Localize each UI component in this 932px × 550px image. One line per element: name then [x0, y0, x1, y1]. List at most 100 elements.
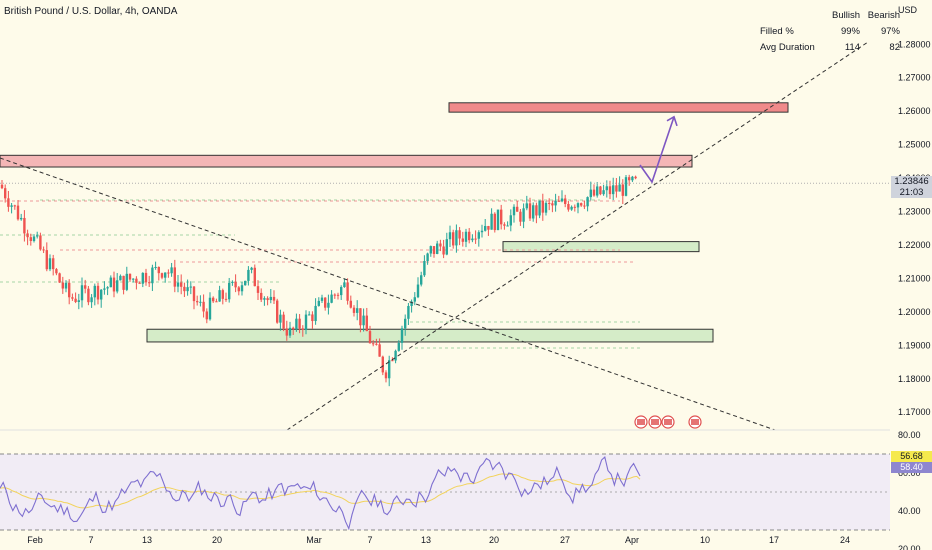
- stats-bearish-header: Bearish: [867, 10, 900, 21]
- candle-body: [589, 189, 592, 198]
- candle: [80, 277, 84, 308]
- candle-body: [551, 203, 554, 206]
- candle-body: [484, 226, 487, 231]
- candle-body: [618, 184, 621, 192]
- candle: [164, 272, 167, 283]
- candle: [215, 298, 218, 303]
- candle-body: [500, 209, 503, 225]
- candle: [634, 175, 637, 180]
- candle: [192, 285, 196, 310]
- candle-body: [506, 225, 509, 227]
- candle: [445, 232, 448, 256]
- candle: [36, 231, 39, 239]
- candle: [237, 285, 240, 296]
- candle-body: [426, 253, 429, 262]
- candle: [509, 209, 512, 232]
- candle: [384, 370, 388, 383]
- candle: [199, 295, 202, 307]
- candle-body: [68, 282, 71, 298]
- candle-body: [471, 238, 474, 241]
- candle: [615, 177, 618, 198]
- y-tick-label: 1.22000: [898, 240, 931, 250]
- candle-body: [36, 235, 39, 237]
- candle: [468, 228, 471, 244]
- candle-body: [263, 298, 266, 300]
- candle: [304, 310, 308, 335]
- candle-body: [349, 300, 352, 308]
- candle-body: [416, 284, 420, 298]
- candle-body: [13, 205, 16, 207]
- candle: [554, 193, 557, 212]
- stats-row-duration: Avg Duration 114 82: [760, 40, 900, 56]
- candle: [48, 254, 52, 272]
- candle-body: [445, 239, 448, 255]
- candle-body: [442, 246, 445, 255]
- candle-body: [343, 282, 346, 288]
- y-tick-label: 1.20000: [898, 307, 931, 317]
- candle: [20, 213, 23, 221]
- candle-body: [26, 233, 29, 238]
- candle: [602, 184, 605, 196]
- candle-body: [157, 266, 160, 274]
- candle: [324, 297, 327, 311]
- candle-body: [365, 315, 368, 332]
- y-tick-label: 1.19000: [898, 340, 931, 350]
- candle: [212, 296, 215, 303]
- candle: [260, 288, 263, 303]
- candle-body: [320, 297, 324, 301]
- bar-countdown: 21:03: [899, 187, 924, 198]
- candle: [506, 221, 509, 227]
- x-tick-label: Apr: [625, 535, 639, 545]
- candle-body: [317, 300, 320, 306]
- candle-body: [541, 200, 544, 213]
- candle-body: [362, 315, 365, 326]
- candle: [170, 262, 173, 277]
- candle: [298, 314, 301, 334]
- candle-body: [196, 301, 199, 303]
- candle: [176, 274, 180, 293]
- rsi-ma-line: [0, 473, 641, 509]
- x-tick-label: 13: [421, 535, 431, 545]
- candle-body: [176, 282, 180, 287]
- rsi-tick-label: 20.00: [898, 544, 921, 550]
- candle: [64, 280, 68, 293]
- candle-body: [285, 328, 288, 336]
- candle-body: [215, 301, 218, 303]
- candle: [397, 340, 400, 352]
- candle-body: [439, 243, 442, 247]
- candle-body: [260, 292, 263, 300]
- candle-body: [16, 205, 20, 220]
- candle-body: [330, 294, 333, 303]
- x-tick-label: 10: [700, 535, 710, 545]
- candle: [253, 264, 256, 287]
- candle-body: [224, 298, 228, 300]
- candle: [519, 208, 522, 226]
- stats-bullish-value: 99%: [840, 26, 860, 37]
- candle: [522, 203, 525, 229]
- candle-body: [247, 269, 250, 281]
- candle: [628, 174, 631, 186]
- candle-body: [455, 230, 458, 246]
- candle-body: [135, 278, 138, 283]
- y-tick-label: 1.23000: [898, 207, 931, 217]
- candle: [560, 190, 564, 203]
- candle: [624, 174, 628, 197]
- candle-body: [148, 282, 151, 284]
- candle: [484, 218, 487, 232]
- candle-body: [397, 342, 400, 351]
- projection-arrow-head: [666, 115, 678, 127]
- candle-body: [192, 286, 196, 302]
- candle: [29, 233, 32, 246]
- candle-body: [122, 275, 125, 290]
- candle-body: [621, 184, 624, 196]
- candle: [423, 255, 426, 277]
- x-tick-label: 7: [88, 535, 93, 545]
- candle-body: [512, 206, 516, 216]
- candle-body: [20, 217, 23, 220]
- candle: [148, 275, 151, 288]
- us-flag-event-icon: [661, 415, 675, 429]
- candle: [87, 285, 90, 306]
- candle: [586, 196, 589, 212]
- candle: [528, 197, 532, 221]
